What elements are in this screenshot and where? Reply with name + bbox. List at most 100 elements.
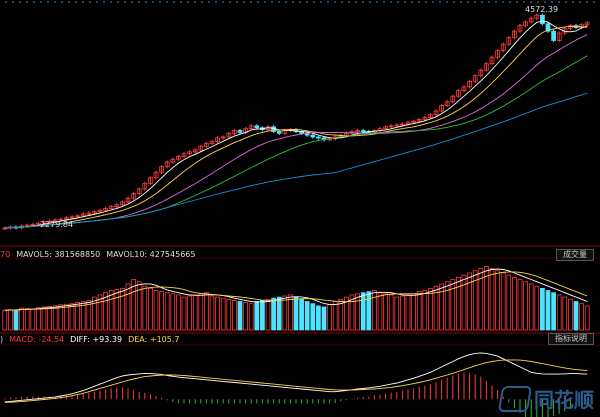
grid-dot <box>257 1 259 3</box>
volume-bar <box>248 303 254 331</box>
volume-bar <box>299 298 304 331</box>
volume-bar <box>512 276 517 331</box>
grid-dot <box>551 1 553 3</box>
candle-body <box>394 124 400 127</box>
logo-text: 同花顺 <box>534 390 594 412</box>
candle-body <box>388 125 394 128</box>
mavol10-label: MAVOL10: 427545665 <box>106 249 196 259</box>
grid-dot <box>306 1 308 3</box>
volume-bar <box>444 281 450 331</box>
grid-dot <box>250 1 252 3</box>
candle-body <box>422 117 428 120</box>
grid-dot <box>488 1 490 3</box>
indicator-help-button[interactable]: 指标说明 <box>548 333 594 345</box>
grid-dot <box>215 1 217 3</box>
volume-bar <box>41 306 47 331</box>
grid-dot <box>110 1 112 3</box>
volume-bar <box>209 295 215 331</box>
grid-dot <box>313 1 315 3</box>
volume-bar <box>321 306 327 331</box>
candle-body <box>215 137 220 143</box>
volume-bar <box>562 296 568 331</box>
candle-body <box>439 105 444 112</box>
grid-dot <box>82 1 84 3</box>
macd-prefix: ) <box>0 334 4 344</box>
grid-dot <box>236 1 238 3</box>
volume-bar <box>232 299 237 331</box>
volume-bar <box>64 303 69 331</box>
candle-body <box>47 220 52 223</box>
volume-bar <box>517 279 523 331</box>
volume-bar <box>355 293 360 331</box>
volume-bar <box>540 287 545 331</box>
grid-dot <box>208 1 210 3</box>
candle-body <box>484 63 489 71</box>
volume-bar <box>534 285 540 331</box>
volume-bar <box>204 292 209 331</box>
grid-dot <box>299 1 301 3</box>
volume-panel[interactable] <box>2 265 590 331</box>
candle-body <box>92 211 97 214</box>
volume-bar <box>472 270 478 331</box>
macd-info-row: ) MACD: -24.54 DIFF: +93.39 DEA: +105.7 <box>0 333 179 345</box>
volume-bar <box>276 296 282 331</box>
volume-bar <box>92 296 97 331</box>
volume-bar <box>489 268 495 331</box>
candle-body <box>405 121 411 125</box>
grid-dot <box>117 1 119 3</box>
candle-body <box>355 130 360 132</box>
volume-bar <box>69 303 75 331</box>
candle-body <box>545 23 551 32</box>
grid-dot <box>47 1 49 3</box>
grid-dot <box>432 1 434 3</box>
grid-dot <box>19 1 21 3</box>
volume-bar <box>288 294 293 331</box>
volume-bar <box>506 274 512 331</box>
volume-indicator-button[interactable]: 成交量 <box>556 249 594 261</box>
volume-bar <box>176 294 181 331</box>
grid-dot <box>292 1 294 3</box>
grid-dot <box>173 1 175 3</box>
price-panel[interactable] <box>2 13 590 231</box>
candle-body <box>36 222 41 225</box>
candle-body <box>523 21 528 27</box>
app-logo: 同花顺 <box>497 384 594 413</box>
grid-dot <box>530 1 532 3</box>
volume-bar <box>215 296 220 331</box>
volume-bar <box>265 298 271 331</box>
volume-bar <box>220 297 226 331</box>
grid-dot <box>201 1 203 3</box>
candle-body <box>276 131 282 134</box>
candle-body <box>136 188 142 195</box>
candle-body <box>512 30 517 39</box>
grid-dot <box>446 1 448 3</box>
candle-body <box>450 95 456 103</box>
diff-line <box>4 352 588 403</box>
low-price-label: 2279.84 <box>40 220 73 230</box>
grid-dot <box>26 1 28 3</box>
grid-dot <box>544 1 546 3</box>
volume-bar <box>75 302 80 331</box>
volume-bar <box>108 290 114 331</box>
candle-body <box>344 132 349 136</box>
candle-body <box>187 151 192 155</box>
grid-dot <box>285 1 287 3</box>
grid-dot <box>222 1 224 3</box>
grid-dot <box>404 1 406 3</box>
grid-dot <box>348 1 350 3</box>
volume-bar <box>528 283 534 331</box>
volume-bar <box>332 301 338 331</box>
macd-panel[interactable] <box>4 352 588 417</box>
candle-body <box>506 37 512 45</box>
volume-bar <box>243 302 248 331</box>
volume-bar <box>344 296 349 331</box>
candle-body <box>181 153 187 157</box>
candle-body <box>159 166 164 173</box>
candle-body <box>556 32 562 41</box>
grid-dot <box>68 1 70 3</box>
candle-body <box>534 14 540 19</box>
volume-bar <box>411 293 416 331</box>
volume-bar <box>349 294 355 331</box>
volume-bar <box>36 307 41 331</box>
